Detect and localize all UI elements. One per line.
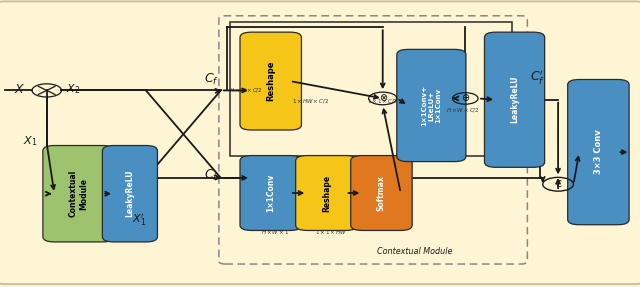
Text: $1\times1\times C/2$: $1\times1\times C/2$ bbox=[367, 97, 398, 105]
Text: $H\times W\times C/2$: $H\times W\times C/2$ bbox=[446, 106, 479, 114]
Text: Contextual Module: Contextual Module bbox=[377, 247, 452, 256]
Text: 1×1Conv+
LReLU+
1×1Conv: 1×1Conv+ LReLU+ 1×1Conv bbox=[421, 85, 442, 126]
Text: 3×3 Conv: 3×3 Conv bbox=[594, 130, 603, 174]
FancyBboxPatch shape bbox=[484, 32, 545, 167]
Text: $1\times 1\times HW$: $1\times 1\times HW$ bbox=[315, 228, 347, 236]
FancyBboxPatch shape bbox=[351, 156, 412, 230]
FancyBboxPatch shape bbox=[240, 32, 301, 130]
Text: $C_f'$: $C_f'$ bbox=[530, 68, 545, 87]
Text: Contextual
Module: Contextual Module bbox=[68, 170, 88, 217]
Text: Reshape: Reshape bbox=[266, 61, 275, 101]
FancyBboxPatch shape bbox=[240, 156, 301, 230]
FancyBboxPatch shape bbox=[296, 156, 357, 230]
Text: ⊗: ⊗ bbox=[379, 94, 387, 103]
Text: Reshape: Reshape bbox=[322, 174, 331, 212]
Text: $C_f$: $C_f$ bbox=[204, 72, 219, 87]
Text: $X_1$: $X_1$ bbox=[23, 134, 37, 148]
FancyBboxPatch shape bbox=[102, 146, 157, 242]
FancyBboxPatch shape bbox=[568, 79, 629, 225]
Text: C: C bbox=[555, 180, 561, 189]
Text: LeakyReLU: LeakyReLU bbox=[510, 76, 519, 123]
Text: $X$: $X$ bbox=[13, 83, 25, 96]
Text: Softmax: Softmax bbox=[377, 175, 386, 211]
Text: $X_2$: $X_2$ bbox=[67, 82, 81, 96]
Text: LeakyReLU: LeakyReLU bbox=[125, 170, 134, 218]
Text: $1\times HW\times C/2$: $1\times HW\times C/2$ bbox=[292, 97, 329, 105]
Text: $H\times W\times C/2$: $H\times W\times C/2$ bbox=[229, 86, 262, 94]
Text: $C_f$: $C_f$ bbox=[204, 168, 219, 183]
FancyBboxPatch shape bbox=[43, 146, 114, 242]
Text: 1×1Conv: 1×1Conv bbox=[266, 174, 275, 212]
FancyBboxPatch shape bbox=[397, 49, 466, 162]
Text: ⊕: ⊕ bbox=[461, 94, 469, 103]
Text: $X_1'$: $X_1'$ bbox=[132, 212, 147, 228]
Text: $H\times W\times 1$: $H\times W\times 1$ bbox=[261, 228, 289, 236]
